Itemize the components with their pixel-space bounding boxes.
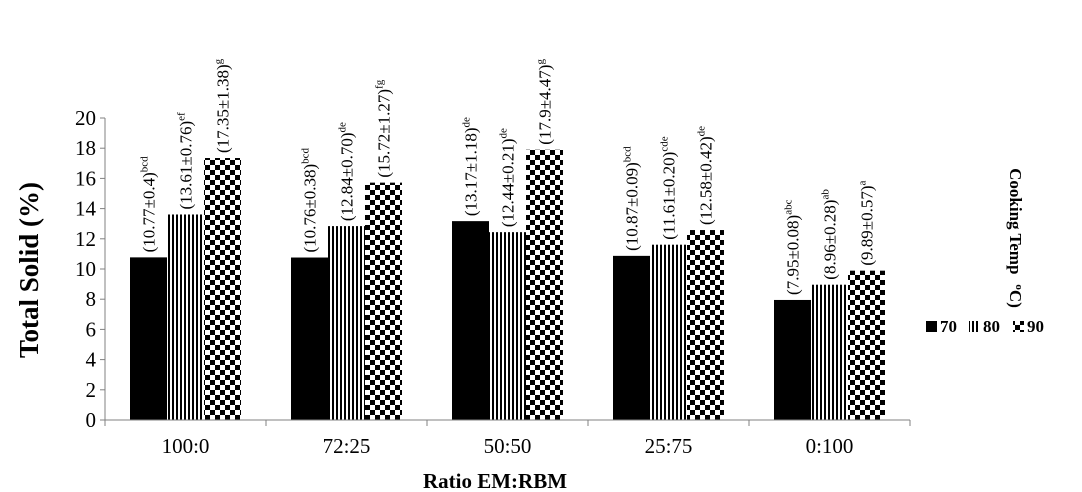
bar-value-text: (17.9±4.47) <box>536 65 555 145</box>
legend-title: Cooking Temp oC) <box>1006 168 1025 308</box>
bar-value-label: (12.84±0.70)de <box>337 122 357 221</box>
bar-80-100-0 <box>167 214 204 420</box>
bar-value-label: (15.72±1.27)fg <box>374 79 394 177</box>
x-tick-label: 72:25 <box>323 434 371 458</box>
y-tick-label: 0 <box>86 408 97 432</box>
y-tick-label: 12 <box>75 227 96 251</box>
legend: 70 80 90 <box>926 317 1044 336</box>
bar-80-0-100 <box>811 284 848 420</box>
x-axis-label: Ratio EM:RBM <box>423 469 567 492</box>
bar-value-text: (15.72±1.27) <box>375 89 394 178</box>
bar-value-text: (8.96±0.28) <box>821 200 840 280</box>
bar-70-72-25 <box>291 257 328 420</box>
y-tick-label: 16 <box>75 166 96 190</box>
axes: 0 2 4 6 8 10 12 14 16 18 20 100:0 72:25 50:50 25:75 0:… <box>75 106 911 458</box>
bar-value-significance: bcd <box>622 146 634 162</box>
bar-value-label: (12.44±0.21)de <box>498 128 518 227</box>
bar-70-0-100 <box>774 299 811 420</box>
bar-value-significance: de <box>461 117 473 128</box>
x-tick-label: 50:50 <box>484 434 532 458</box>
bar-value-label: (17.35±1.38)g <box>213 58 233 153</box>
bar-value-label: (13.61±0.76)ef <box>176 112 196 210</box>
bar-value-text: (13.61±0.76) <box>177 121 196 210</box>
bar-value-significance: abc <box>783 199 795 214</box>
bar-90-0-100 <box>848 270 885 420</box>
legend-swatch-80 <box>969 321 980 332</box>
bar-90-100-0 <box>204 158 241 420</box>
legend-title-main: Cooking Temp <box>1006 168 1025 274</box>
bar-value-label: (13.17±1.18)de <box>461 117 481 216</box>
bar-90-72-25 <box>365 182 402 420</box>
bar-value-significance: de <box>337 122 349 133</box>
bar-value-label: (11.61±0.20)cde <box>659 136 679 239</box>
bar-70-25-75 <box>613 255 650 420</box>
bar-70-50-50 <box>452 221 489 420</box>
bar-value-text: (13.17±1.18) <box>462 127 481 216</box>
bar-90-25-75 <box>687 230 724 420</box>
bar-value-significance: bcd <box>300 147 312 163</box>
x-tick-label: 25:75 <box>645 434 693 458</box>
legend-label-90: 90 <box>1027 317 1044 336</box>
bars-group <box>130 149 885 420</box>
y-tick-label: 6 <box>86 317 97 341</box>
bar-value-text: (12.44±0.21) <box>499 138 518 227</box>
bar-value-text: (17.35±1.38) <box>214 64 233 153</box>
bar-value-text: (9.89±0.57) <box>858 186 877 266</box>
bar-80-25-75 <box>650 244 687 420</box>
legend-swatch-90 <box>1013 321 1024 332</box>
legend-title-degree: o <box>1013 284 1025 290</box>
bar-value-significance: fg <box>374 79 386 89</box>
y-tick-label: 8 <box>86 287 97 311</box>
y-tick-label: 4 <box>86 348 97 372</box>
y-tick-label: 14 <box>75 197 97 221</box>
bar-value-text: (10.76±0.38) <box>301 164 320 253</box>
bar-value-text: (7.95±0.08) <box>784 215 803 295</box>
bar-value-significance: g <box>213 58 225 64</box>
bar-value-significance: de <box>498 128 510 139</box>
bar-labels-group: (10.77±0.4)bcd (13.61±0.76)ef (17.35±1.38)… <box>139 58 877 295</box>
y-axis-label: Total Solid (%) <box>14 182 44 358</box>
bar-value-significance: ab <box>820 189 832 200</box>
bar-value-text: (12.58±0.42) <box>697 136 716 225</box>
bar-value-text: (11.61±0.20) <box>660 152 679 240</box>
bar-value-label: (7.95±0.08)abc <box>783 199 803 295</box>
y-tick-label: 18 <box>75 136 96 160</box>
bar-value-label: (10.76±0.38)bcd <box>300 147 320 252</box>
bar-value-label: (10.87±0.09)bcd <box>622 146 642 251</box>
bar-value-significance: cde <box>659 136 671 151</box>
legend-title-unit: C) <box>1006 290 1025 308</box>
bar-70-100-0 <box>130 257 167 420</box>
bar-80-50-50 <box>489 232 526 420</box>
bar-value-label: (10.77±0.4)bcd <box>139 156 159 253</box>
legend-swatch-70 <box>926 321 937 332</box>
bar-value-label: (17.9±4.47)g <box>535 59 555 145</box>
y-ticks: 0 2 4 6 8 10 12 14 16 18 20 <box>75 106 105 432</box>
bar-value-significance: ef <box>176 112 188 121</box>
bar-value-significance: g <box>535 59 547 65</box>
bar-value-significance: a <box>857 181 869 186</box>
y-tick-label: 2 <box>86 378 97 402</box>
bar-value-text: (10.77±0.4) <box>140 172 159 252</box>
x-tick-label: 100:0 <box>162 434 210 458</box>
bar-value-significance: de <box>696 126 708 137</box>
y-tick-label: 10 <box>75 257 96 281</box>
y-tick-label: 20 <box>75 106 96 130</box>
bar-value-label: (8.96±0.28)ab <box>820 189 840 280</box>
svg-text:Cooking TempoC): Cooking Temp oC) <box>1006 168 1025 308</box>
bar-value-label: (12.58±0.42)de <box>696 126 716 225</box>
bar-value-significance: bcd <box>139 156 151 172</box>
x-ticks: 100:0 72:25 50:50 25:75 0:100 <box>104 420 911 458</box>
legend-label-80: 80 <box>983 317 1000 336</box>
x-tick-label: 0:100 <box>806 434 854 458</box>
bar-value-text: (10.87±0.09) <box>623 162 642 251</box>
legend-label-70: 70 <box>940 317 957 336</box>
bar-80-72-25 <box>328 226 365 420</box>
bar-value-label: (9.89±0.57)a <box>857 181 877 266</box>
bar-value-text: (12.84±0.70) <box>338 132 357 221</box>
bar-90-50-50 <box>526 149 563 420</box>
